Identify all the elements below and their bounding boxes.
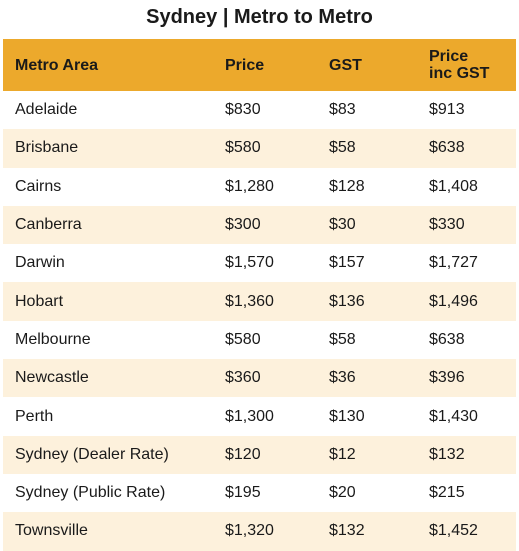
cell-price-inc-gst: $1,727 [417, 244, 516, 283]
cell-price-inc-gst: $1,452 [417, 512, 516, 551]
cell-price: $1,280 [213, 167, 317, 206]
table-body: Adelaide $830 $83 $913 Brisbane $580 $58 $638 Ca… [3, 91, 516, 551]
table-row: Melbourne $580 $58 $638 [3, 320, 516, 360]
cell-metro-area: Sydney (Public Rate) [3, 473, 213, 513]
cell-gst: $128 [317, 167, 417, 206]
cell-price: $1,320 [213, 512, 317, 551]
cell-gst: $20 [317, 473, 417, 513]
cell-price-inc-gst: $330 [417, 205, 516, 245]
table-header-row: Metro Area Price GST Price inc GST [3, 39, 516, 91]
cell-price-inc-gst: $913 [417, 91, 516, 130]
table-row: Perth $1,300 $130 $1,430 [3, 397, 516, 436]
header-price-inc-gst: Price inc GST [417, 39, 516, 91]
cell-price-inc-gst: $215 [417, 473, 516, 513]
cell-metro-area: Sydney (Dealer Rate) [3, 435, 213, 474]
table-row: Townsville $1,320 $132 $1,452 [3, 512, 516, 551]
cell-price: $1,360 [213, 282, 317, 321]
table-row: Adelaide $830 $83 $913 [3, 91, 516, 130]
cell-gst: $58 [317, 129, 417, 168]
cell-gst: $36 [317, 359, 417, 398]
cell-price: $580 [213, 320, 317, 360]
cell-metro-area: Darwin [3, 244, 213, 283]
cell-price-inc-gst: $396 [417, 359, 516, 398]
cell-metro-area: Hobart [3, 282, 213, 321]
cell-gst: $130 [317, 397, 417, 436]
price-table: Metro Area Price GST Price inc GST Adela… [3, 39, 516, 551]
header-price: Price [213, 39, 317, 91]
cell-metro-area: Townsville [3, 512, 213, 551]
cell-price-inc-gst: $638 [417, 320, 516, 360]
table-row: Brisbane $580 $58 $638 [3, 129, 516, 168]
header-metro-area: Metro Area [3, 39, 213, 91]
cell-metro-area: Newcastle [3, 359, 213, 398]
table-row: Darwin $1,570 $157 $1,727 [3, 244, 516, 283]
table-row: Newcastle $360 $36 $396 [3, 359, 516, 398]
cell-metro-area: Adelaide [3, 91, 213, 130]
table-row: Canberra $300 $30 $330 [3, 205, 516, 245]
header-gst: GST [317, 39, 417, 91]
cell-gst: $132 [317, 512, 417, 551]
cell-price: $195 [213, 473, 317, 513]
cell-gst: $12 [317, 435, 417, 474]
cell-price-inc-gst: $132 [417, 435, 516, 474]
cell-price: $1,570 [213, 244, 317, 283]
cell-gst: $30 [317, 205, 417, 245]
cell-metro-area: Canberra [3, 205, 213, 245]
cell-gst: $58 [317, 320, 417, 360]
cell-price-inc-gst: $638 [417, 129, 516, 168]
cell-price: $360 [213, 359, 317, 398]
cell-price: $830 [213, 91, 317, 130]
cell-price: $580 [213, 129, 317, 168]
cell-price: $300 [213, 205, 317, 245]
table-row: Sydney (Public Rate) $195 $20 $215 [3, 473, 516, 513]
cell-metro-area: Cairns [3, 167, 213, 206]
page-title: Sydney | Metro to Metro [146, 6, 373, 28]
cell-price: $120 [213, 435, 317, 474]
cell-gst: $136 [317, 282, 417, 321]
table-row: Cairns $1,280 $128 $1,408 [3, 167, 516, 206]
cell-metro-area: Perth [3, 397, 213, 436]
cell-gst: $83 [317, 91, 417, 130]
cell-gst: $157 [317, 244, 417, 283]
table-row: Sydney (Dealer Rate) $120 $12 $132 [3, 435, 516, 474]
cell-price-inc-gst: $1,496 [417, 282, 516, 321]
cell-price: $1,300 [213, 397, 317, 436]
cell-metro-area: Melbourne [3, 320, 213, 360]
cell-metro-area: Brisbane [3, 129, 213, 168]
cell-price-inc-gst: $1,430 [417, 397, 516, 436]
cell-price-inc-gst: $1,408 [417, 167, 516, 206]
table-row: Hobart $1,360 $136 $1,496 [3, 282, 516, 321]
